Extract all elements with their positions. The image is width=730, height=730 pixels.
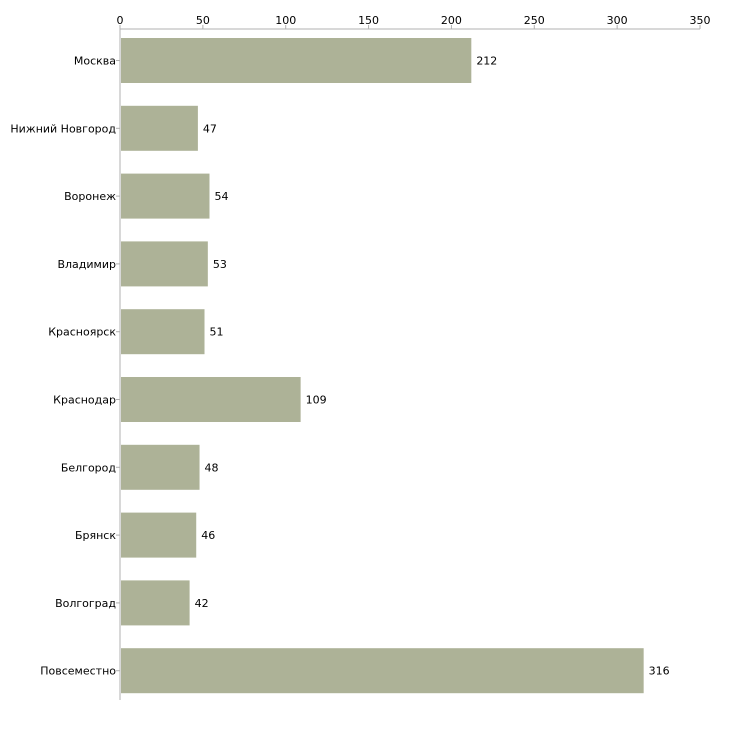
x-tick-label: 100 xyxy=(275,14,296,27)
category-label: Нижний Новгород xyxy=(10,122,116,135)
x-tick-label: 350 xyxy=(690,14,711,27)
bar-value-label: 51 xyxy=(210,326,224,339)
category-label: Красноярск xyxy=(48,326,116,339)
category-label: Белгород xyxy=(61,461,117,474)
bar xyxy=(121,241,208,287)
bar-value-label: 316 xyxy=(649,665,670,678)
category-label: Владимир xyxy=(57,258,116,271)
category-label: Повсеместно xyxy=(40,665,116,678)
bar-value-label: 212 xyxy=(476,55,497,68)
category-label: Волгоград xyxy=(55,597,116,610)
bar-value-label: 42 xyxy=(195,597,209,610)
category-label: Воронеж xyxy=(64,190,116,203)
bar-value-label: 46 xyxy=(201,529,215,542)
bars: 212 47 54 53 51 109 48 46 42 316 xyxy=(121,38,670,694)
bar-value-label: 48 xyxy=(205,461,219,474)
bar xyxy=(121,377,301,422)
bar xyxy=(121,648,644,694)
x-tick-label: 150 xyxy=(358,14,379,27)
category-label: Москва xyxy=(74,55,116,68)
bar xyxy=(121,105,198,151)
y-axis: Москва Нижний Новгород Воронеж Владимир Крас… xyxy=(10,29,121,700)
bar xyxy=(121,38,472,83)
x-axis: 0 50 100 150 200 250 300 350 xyxy=(117,14,711,30)
bar xyxy=(121,580,190,626)
x-tick-label: 0 xyxy=(117,14,124,27)
bar-value-label: 109 xyxy=(306,394,327,407)
bar-value-label: 54 xyxy=(214,190,228,203)
x-tick-label: 200 xyxy=(441,14,462,27)
bar xyxy=(121,512,197,558)
x-tick-label: 250 xyxy=(524,14,545,27)
bar xyxy=(121,309,205,355)
category-label: Краснодар xyxy=(53,394,116,407)
category-label: Брянск xyxy=(75,529,116,542)
bar-value-label: 47 xyxy=(203,122,217,135)
x-tick-label: 300 xyxy=(607,14,628,27)
bar xyxy=(121,444,200,490)
bar xyxy=(121,173,210,219)
x-tick-label: 50 xyxy=(196,14,210,27)
bar-value-label: 53 xyxy=(213,258,227,271)
